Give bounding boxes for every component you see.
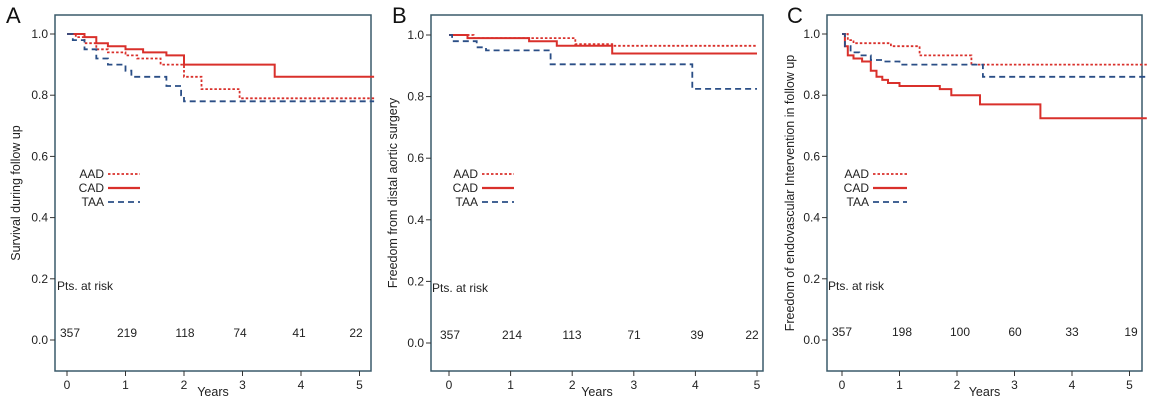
legend-label: AAD (453, 167, 478, 181)
x-tick-label: 5 (754, 378, 761, 392)
panel-letter: C (787, 3, 803, 28)
y-tick-label: 0.4 (31, 211, 48, 225)
legend-label: CAD (453, 181, 479, 195)
panel-letter: A (6, 3, 21, 28)
risk-value: 214 (502, 328, 522, 342)
plot-frame (54, 14, 372, 372)
y-tick-label: 0.0 (407, 336, 424, 350)
series-line-taa (842, 33, 1147, 78)
series-line-aad (67, 33, 375, 100)
x-tick-label: 4 (692, 378, 699, 392)
legend-label: AAD (79, 167, 104, 181)
plot-frame (430, 14, 764, 372)
panel-letter: B (392, 3, 407, 28)
risk-value: 39 (690, 328, 704, 342)
risk-value: 113 (562, 328, 581, 342)
x-tick-label: 0 (64, 378, 71, 392)
y-tick-label: 0.2 (803, 272, 820, 286)
x-tick-label: 5 (356, 378, 363, 392)
y-tick-label: 0.0 (803, 333, 820, 347)
series-line-taa (67, 33, 375, 103)
x-axis-title: Years (969, 385, 1001, 399)
x-tick-label: 5 (1126, 378, 1133, 392)
risk-value: 41 (292, 326, 306, 340)
x-tick-label: 1 (507, 378, 514, 392)
risk-value: 71 (627, 328, 641, 342)
series-line-cad (449, 34, 757, 55)
panel-b: B 0.0 0.2 0.4 0.6 0.8 1.0 0 1 2 3 4 5 Years Freedom fr… (386, 3, 764, 399)
series-line-taa (449, 34, 757, 90)
y-tick-label: 1.0 (803, 27, 820, 41)
x-tick-label: 3 (630, 378, 637, 392)
series-line-cad (842, 33, 1147, 120)
x-axis-title: Years (581, 385, 613, 399)
y-tick-label: 0.4 (407, 213, 424, 227)
risk-value: 118 (175, 326, 194, 340)
x-tick-label: 4 (298, 378, 305, 392)
panel-c: C 0.0 0.2 0.4 0.6 0.8 1.0 0 1 2 3 4 5 Years Freedom of… (783, 3, 1147, 399)
y-tick-label: 1.0 (407, 28, 424, 42)
risk-value: 60 (1008, 325, 1022, 339)
x-tick-label: 2 (569, 378, 576, 392)
panel-a: A 0.0 0.2 0.4 0.6 0.8 1.0 0 1 2 3 4 5 Years Survival d… (6, 3, 375, 399)
risk-table-label: Pts. at risk (432, 281, 489, 295)
risk-value: 19 (1124, 325, 1138, 339)
y-tick-label: 0.8 (31, 88, 48, 102)
y-tick-label: 0.2 (31, 272, 48, 286)
risk-value: 198 (892, 325, 912, 339)
x-axis-title: Years (197, 385, 229, 399)
y-tick-label: 0.8 (803, 88, 820, 102)
plot-frame (826, 14, 1143, 372)
risk-value: 74 (233, 326, 247, 340)
risk-value: 357 (832, 325, 852, 339)
risk-value: 357 (440, 328, 460, 342)
x-tick-label: 2 (954, 378, 961, 392)
series-line-aad (449, 34, 757, 47)
x-tick-label: 4 (1069, 378, 1076, 392)
y-axis-title: Freedom from distal aortic surgery (386, 97, 400, 288)
risk-value: 357 (60, 326, 80, 340)
y-tick-label: 0.8 (407, 90, 424, 104)
y-tick-label: 0.4 (803, 211, 820, 225)
risk-value: 100 (950, 325, 970, 339)
y-axis-title: Survival during follow up (9, 125, 23, 261)
risk-value: 22 (745, 328, 759, 342)
x-tick-label: 3 (1011, 378, 1018, 392)
legend-label: TAA (847, 195, 869, 209)
legend-label: TAA (82, 195, 104, 209)
legend-label: CAD (844, 181, 870, 195)
risk-value: 219 (117, 326, 137, 340)
y-tick-label: 0.6 (803, 149, 820, 163)
series-line-aad (842, 33, 1147, 66)
y-tick-label: 0.2 (407, 274, 424, 288)
y-tick-label: 0.0 (31, 333, 48, 347)
risk-value: 33 (1065, 325, 1079, 339)
y-tick-label: 0.6 (31, 149, 48, 163)
y-tick-label: 0.6 (407, 151, 424, 165)
y-tick-label: 1.0 (31, 27, 48, 41)
risk-table-label: Pts. at risk (57, 279, 114, 293)
risk-table-label: Pts. at risk (828, 279, 885, 293)
risk-value: 22 (349, 326, 363, 340)
x-tick-label: 2 (181, 378, 188, 392)
legend-label: AAD (844, 167, 869, 181)
y-axis-title: Freedom of endovascular Intervention in … (783, 55, 797, 332)
x-tick-label: 0 (446, 378, 453, 392)
legend-label: TAA (456, 195, 478, 209)
legend-label: CAD (79, 181, 105, 195)
x-tick-label: 1 (122, 378, 129, 392)
x-tick-label: 0 (839, 378, 846, 392)
x-tick-label: 3 (239, 378, 246, 392)
series-line-cad (67, 33, 375, 78)
x-tick-label: 1 (896, 378, 903, 392)
